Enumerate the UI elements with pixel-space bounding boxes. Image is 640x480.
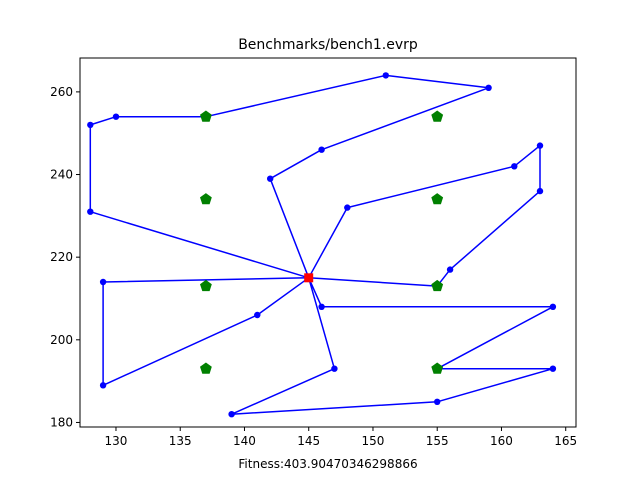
customer-point	[382, 72, 389, 79]
station-marker	[431, 110, 444, 122]
station-marker	[200, 193, 212, 205]
customer-point	[99, 278, 107, 286]
station-marker	[431, 279, 444, 292]
customer-point	[318, 146, 325, 153]
y-tick-label: 260	[50, 85, 73, 99]
customer-point	[485, 84, 492, 92]
customer-point	[254, 311, 261, 319]
chart-title: Benchmarks/bench1.evrp	[238, 37, 418, 53]
x-tick-label: 155	[426, 434, 449, 448]
axes-layer: 130 135 140 145 150 155 160 165 180 200 220 240 260	[50, 85, 577, 448]
station-marker	[200, 110, 212, 122]
markers-layer	[87, 72, 557, 418]
station-marker	[200, 279, 212, 292]
x-tick-label: 135	[169, 434, 192, 448]
plot-frame	[79, 57, 577, 428]
customer-point	[87, 121, 94, 129]
customer-point	[511, 163, 518, 170]
y-tick-label: 220	[50, 250, 73, 264]
customer-point	[446, 266, 454, 273]
customer-point	[318, 303, 325, 310]
customer-point	[536, 142, 544, 149]
customer-point	[87, 208, 94, 215]
x-axis-label: Fitness:403.90470346298866	[238, 457, 417, 471]
x-tick-label: 165	[554, 434, 577, 448]
customer-point	[434, 398, 441, 405]
station-marker	[200, 362, 212, 374]
customer-point	[331, 365, 338, 372]
y-tick-label: 180	[50, 415, 73, 429]
x-tick-label: 145	[297, 434, 320, 448]
customer-point	[549, 365, 557, 372]
route-line-1	[89, 74, 490, 279]
customer-point	[99, 382, 107, 389]
depot-marker	[304, 273, 314, 283]
x-tick-label: 160	[490, 434, 513, 448]
station-marker	[431, 193, 444, 205]
y-tick-label: 200	[50, 333, 73, 347]
y-tick-label: 240	[50, 168, 73, 182]
customer-point	[228, 411, 235, 418]
customer-point	[267, 175, 274, 182]
customer-point	[549, 303, 557, 310]
station-marker	[431, 362, 444, 374]
customer-point	[536, 187, 544, 195]
x-tick-label: 140	[233, 434, 256, 448]
x-tick-label: 150	[362, 434, 385, 448]
x-tick-label: 130	[105, 434, 128, 448]
customer-point	[112, 113, 120, 120]
customer-point	[344, 204, 351, 211]
